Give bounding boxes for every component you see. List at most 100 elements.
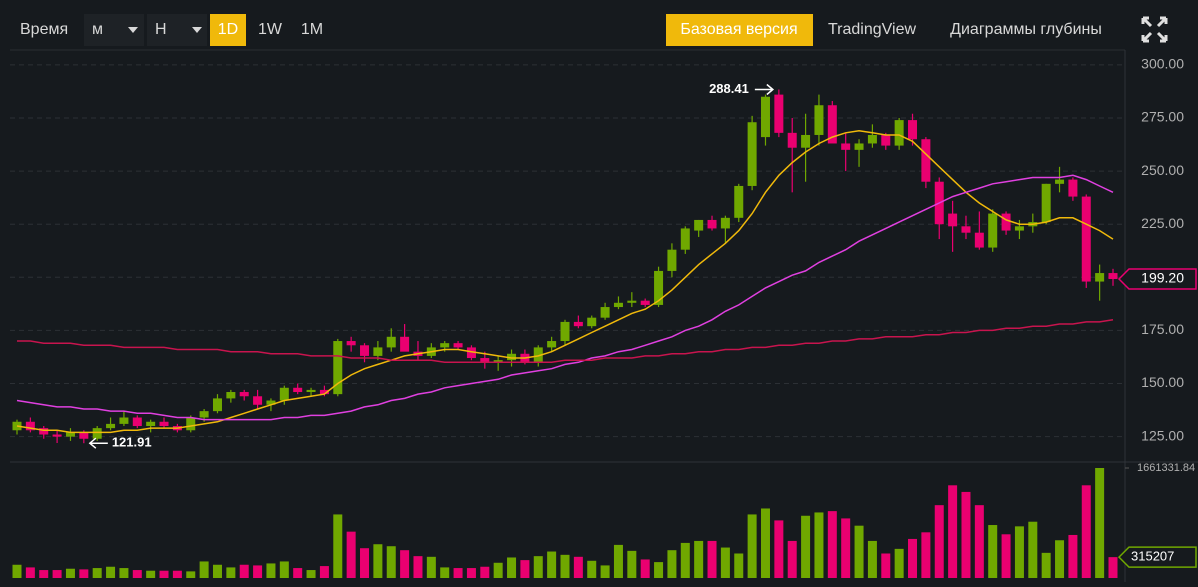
candle-body [600,307,610,318]
y-tick-label: 150.00 [1141,374,1184,390]
basic-button-bg[interactable] [666,14,813,46]
candle-body [226,392,236,399]
volume-bar [400,550,410,578]
candle-body [801,134,811,148]
volume-bar [239,564,249,578]
volume-bar [172,570,182,578]
y-tick-label: 125.00 [1141,427,1184,443]
volume-bar [106,566,116,578]
last-volume-box [1117,546,1197,568]
volume-bar [988,525,998,578]
candle-body [373,347,383,356]
fullscreen-icon[interactable] [1141,16,1168,43]
y-tick-label: 225.00 [1141,215,1184,231]
volume-bar [253,565,263,578]
candle-body [360,345,370,356]
candle-body [266,400,276,405]
volume-bar [12,564,22,578]
volume-bar [52,570,62,578]
candle-body [132,417,142,427]
candle-body [293,387,303,393]
volume-bar [373,544,383,578]
volume-bar [1055,540,1065,578]
candle-body [1014,226,1024,231]
last-price-label: 199.20 [1141,270,1184,286]
last-price-box [1117,268,1197,290]
candle-body [560,321,570,342]
candle-body [52,434,62,437]
volume-bar [212,564,222,578]
candle-body [894,120,904,146]
volume-bar [881,553,891,578]
volume-bar [440,567,450,578]
volume-bar [627,550,637,578]
volume-bar [573,556,583,578]
day-button[interactable]: 1D [218,21,238,38]
candle-body [212,398,222,412]
candle-body [493,360,503,363]
annotation-arrow [754,83,775,96]
candle-body [92,428,102,439]
candle-body [627,300,637,303]
candle-body [480,358,490,363]
volume-bar [720,547,730,578]
day-button-bg[interactable] [210,14,246,46]
ma-line [16,174,1114,421]
week-button[interactable]: 1W [258,21,283,38]
volume-bar [426,556,436,578]
depth-button[interactable]: Диаграммы глубины [950,21,1102,38]
volume-bar [734,553,744,578]
candle-body [25,421,35,431]
time-label: Время [20,21,68,38]
volume-bar [894,548,904,578]
volume-bar [694,540,704,578]
minute-option[interactable]: м [92,21,103,38]
volume-bar [827,511,837,578]
volume-bar [974,505,984,578]
annotation-label: 121.91 [112,435,152,450]
volume-bar [774,520,784,578]
volume-bar [79,569,89,578]
candle-body [747,122,757,186]
candle-body [654,270,664,305]
volume-bar [493,562,503,578]
candle-body [921,139,931,182]
candle-body [1081,196,1091,282]
month-button[interactable]: 1M [301,21,323,38]
volume-bar [934,505,944,578]
candle-body [453,343,463,348]
candle-body [79,432,89,439]
annotation-arrow [88,437,108,449]
volume-bar [346,531,356,578]
candle-body [613,302,623,308]
candle-body [319,389,329,395]
candle-body [159,421,169,427]
candle-body [881,134,891,146]
tradingview-button[interactable]: TradingView [828,21,916,38]
candle-body [106,423,116,429]
volume-bar [1001,534,1011,578]
volume-bar [92,568,102,578]
volume-bar [453,568,463,578]
volume-bar [801,515,811,578]
candle-body [386,336,396,348]
volume-bar [867,540,877,578]
y-tick-label: 275.00 [1141,109,1184,125]
candle-body [1095,273,1105,282]
candle-body [841,143,851,150]
volume-bar [1014,526,1024,578]
candle-body [1108,273,1118,280]
basic-button[interactable]: Базовая версия [680,21,797,38]
candle-body [667,249,677,271]
dropdown-arrow [192,27,202,33]
volume-bar [266,563,276,578]
volume-bar [854,525,864,578]
y-tick-label: 300.00 [1141,56,1184,72]
volume-bar [507,557,517,578]
hour-option[interactable]: Н [155,21,167,38]
candle-body [279,387,289,401]
candle-body [186,417,196,431]
candle-body [827,105,837,144]
candle-body [440,343,450,348]
